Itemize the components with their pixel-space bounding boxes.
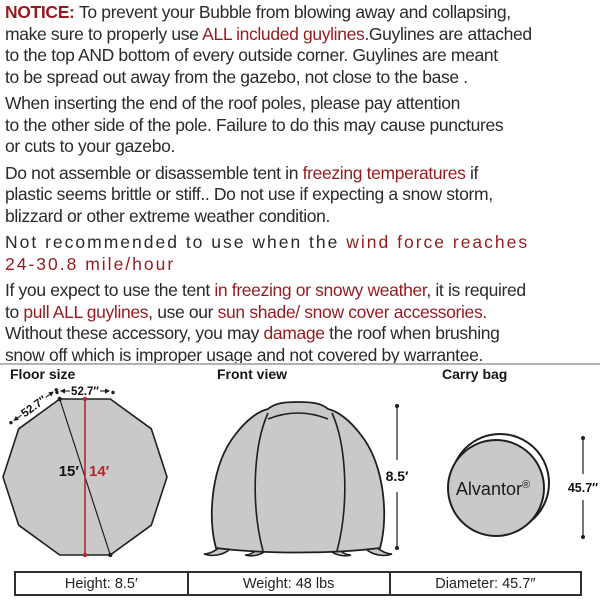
text-run: Do not assemble or disassemble tent in (5, 162, 303, 183)
text-run: When inserting the end of the roof poles… (5, 93, 461, 113)
arrow-left-icon (60, 388, 65, 394)
spec-height: Height: 8.5′ (64, 575, 138, 592)
tent-seam-left (254, 412, 269, 552)
spec-table: Height: 8.5′ Weight: 48 lbs Diameter: 45… (14, 571, 582, 596)
text-run: To prevent your Bubble from blowing away… (79, 2, 511, 22)
text-run: to (5, 301, 24, 322)
spec-weight: Weight: 48 lbs (186, 573, 389, 594)
diagonal-end-dot (108, 552, 113, 558)
text-run: make sure to properly use (5, 23, 203, 44)
floor-diagonal-value: 15′ (59, 463, 80, 480)
floor-across-value: 14′ (89, 463, 110, 480)
text-run: to be spread out away from the gazebo, n… (5, 66, 468, 87)
text-run: pull ALL guylines (23, 301, 149, 322)
width-end-dot (82, 396, 88, 402)
text-run: wind force reaches (346, 232, 530, 252)
text-run: blizzard or other extreme weather condit… (5, 205, 331, 226)
text-run: snow off which is improper usage and not… (5, 344, 483, 365)
arrow-left-icon (13, 415, 19, 421)
arrow-right-icon (48, 391, 54, 397)
bag-body (447, 439, 545, 537)
text-run: the roof when brushing (324, 323, 500, 343)
bag-brand-text: Alvantor® (456, 479, 530, 499)
text-run: NOTICE: (5, 2, 80, 22)
text-run: , it is required (426, 280, 526, 300)
notice-text-block: NOTICE: To prevent your Bubble from blow… (0, 2, 600, 371)
text-run: sun shade/ snow cover accessories. (217, 301, 488, 322)
carry-bag-label: Carry bag (442, 366, 508, 382)
text-run: in freezing or snowy weather (214, 280, 427, 300)
tent-silhouette (210, 401, 386, 554)
tent-cap-arc (267, 412, 329, 420)
notice-paragraph-3: Do not assemble or disassemble tent in f… (5, 163, 596, 228)
tent-height-value: 8.5′ (386, 468, 409, 484)
arrow-right-icon (105, 388, 110, 394)
front-view-diagram: 8.5′ (203, 401, 409, 557)
tent-seam-right (331, 412, 346, 552)
width-end-dot (82, 552, 88, 558)
text-run: Not recommended to use when the (5, 232, 347, 252)
spec-diameter: Diameter: 45.7″ (388, 573, 580, 594)
text-run: damage (263, 323, 326, 343)
diagonal-end-dot (57, 396, 62, 402)
section-divider (0, 363, 600, 365)
carry-bag-diagram: Alvantor® 45.7″ (447, 433, 598, 539)
text-run: If you expect to use the tent (5, 280, 215, 300)
text-run: .Guylines are attached (364, 23, 532, 44)
text-run: plastic seems brittle or stiff.. Do not … (5, 184, 493, 204)
text-run: or cuts to your gazebo. (5, 136, 175, 156)
text-run: if (465, 162, 479, 183)
text-run: to the top AND bottom of every outside c… (5, 45, 498, 65)
text-run: , use our (148, 301, 218, 322)
text-run: to the other side of the pole. Failure t… (5, 114, 504, 135)
notice-paragraph-2: When inserting the end of the roof poles… (5, 93, 596, 158)
top-edge-dimension: 52.7″ (55, 386, 115, 398)
floor-size-diagram: 15′ 14′ 52.7″ 52.7″ (2, 386, 168, 558)
text-run: ALL included guylines (202, 23, 365, 44)
notice-paragraph-4: Not recommended to use when the wind for… (5, 232, 596, 275)
text-run: Without these accessory, you may (5, 323, 264, 343)
notice-paragraph-5: If you expect to use the tent in freezin… (5, 280, 596, 366)
top-edge-value: 52.7″ (71, 386, 99, 398)
text-run: 24-30.8 mile/hour (5, 253, 176, 274)
notice-paragraph-1: NOTICE: To prevent your Bubble from blow… (5, 2, 596, 88)
floor-size-label: Floor size (10, 366, 76, 382)
bag-diameter-value: 45.7″ (568, 481, 598, 495)
front-view-label: Front view (217, 366, 288, 382)
text-run: freezing temperatures (302, 162, 466, 183)
